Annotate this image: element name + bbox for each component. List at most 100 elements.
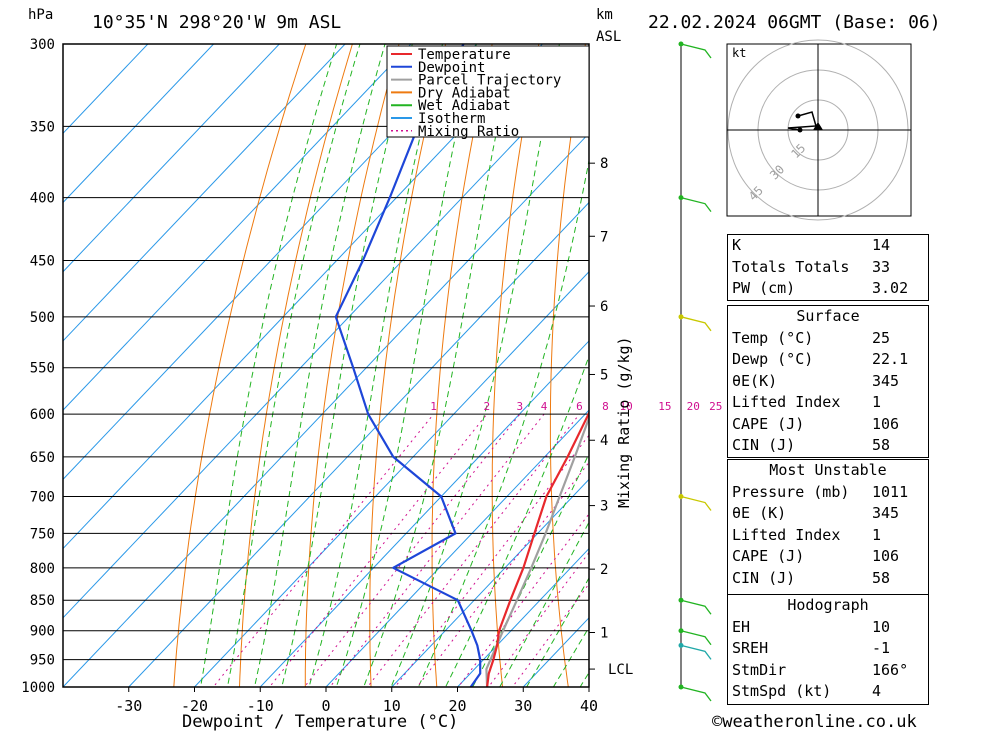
surface-table: Surface Temp (°C) 25 Dewp (°C) 22.1 θE(K) 345…: [727, 305, 929, 458]
pressure-tick-label: 950: [30, 653, 55, 669]
legend-box: [386, 45, 590, 138]
km-tick-label: 5: [600, 367, 608, 383]
mixing-ratio-label: 10: [619, 400, 632, 413]
mixing-ratio-line: [457, 513, 589, 687]
index-value: 3.02: [872, 279, 909, 297]
mixing-ratio-label: 20: [687, 400, 700, 413]
mixing-ratio-line: [416, 461, 589, 687]
hodograph-unit: kt: [732, 46, 746, 60]
index-key: θE(K): [732, 371, 778, 390]
isotherm-line: [63, 44, 280, 273]
hodograph-table: Hodograph EH 10 SREH -1 StmDir 166° StmSpd (kt…: [727, 594, 929, 705]
index-key: EH: [732, 617, 751, 636]
surface-header: Surface: [728, 306, 928, 327]
pressure-tick-label: 450: [30, 254, 55, 270]
km-tick-label: 2: [600, 562, 608, 578]
km-tick-label: 6: [600, 299, 608, 315]
dry-adiabat-line: [549, 44, 586, 687]
isotherm-line: [128, 201, 589, 687]
mixing-ratio-line: [394, 434, 589, 687]
index-key: Lifted Index: [732, 525, 841, 544]
xaxis-title: Dewpoint / Temperature (°C): [182, 712, 458, 732]
wet-adiabat-line: [417, 158, 589, 687]
pressure-tick-label: 400: [30, 191, 55, 207]
dry-adiabat-line: [431, 44, 493, 687]
index-row: θE (K) 345: [728, 503, 928, 524]
isotherm-line: [63, 44, 412, 411]
mixing-ratio-axis-title: Mixing Ratio (g/kg): [615, 336, 633, 508]
mixing-ratio-line: [303, 413, 521, 687]
index-key: StmSpd (kt): [732, 682, 832, 700]
wind-barb: [680, 316, 712, 332]
legend-label: Dry Adiabat: [418, 85, 511, 101]
wet-adiabat-line: [253, 44, 386, 687]
pressure-tick-label: 1000: [21, 680, 55, 696]
temp-tick-label: -20: [181, 697, 208, 715]
dry-adiabat-line: [369, 44, 447, 687]
background-lines: [63, 7, 1000, 713]
isotherm-line: [63, 44, 214, 204]
index-value: 1: [872, 393, 882, 411]
index-value: 58: [872, 436, 891, 454]
temp-tick-label: -10: [247, 697, 274, 715]
legend-label: Temperature: [418, 47, 511, 63]
index-value: 25: [872, 328, 891, 347]
wet-adiabat-line: [200, 44, 338, 687]
mixing-ratio-label: 3: [516, 400, 523, 413]
pressure-tick-label: 500: [30, 310, 55, 326]
pressure-tick-label: 600: [30, 407, 55, 423]
plot-frame: [62, 43, 590, 688]
mixing-ratio-label: 4: [541, 400, 548, 413]
isotherm-line: [457, 547, 589, 687]
pressure-tick-label: 650: [30, 450, 55, 466]
km-tick-label: 3: [600, 499, 608, 515]
mixing-ratio-line: [511, 583, 589, 687]
pressure-tick-label: 350: [30, 119, 55, 135]
mixing-ratio-label: 6: [576, 400, 583, 413]
temp-tick-label: 30: [514, 697, 532, 715]
wet-adiabat-line: [445, 354, 589, 687]
index-key: SREH: [732, 639, 769, 657]
pressure-tick-label: 850: [30, 593, 55, 609]
wind-barb: [680, 630, 712, 646]
hpa-unit: hPa: [28, 7, 53, 23]
storm-motion-marker: [813, 122, 823, 130]
hodograph-point: [795, 113, 801, 119]
dry-adiabat-line: [661, 7, 705, 713]
index-row: Temp (°C) 25: [728, 328, 928, 349]
datetime-title: 22.02.2024 06GMT (Base: 06): [648, 12, 941, 33]
wet-adiabat-line: [472, 452, 589, 687]
dry-adiabat-line: [304, 44, 400, 687]
wet-adiabat-line: [308, 44, 443, 687]
temperature-upper-line: [670, 44, 671, 111]
index-value: 106: [872, 414, 900, 433]
hodograph-point: [797, 127, 803, 133]
mixing-ratio-line: [329, 413, 545, 687]
mixing-ratio-line: [487, 551, 589, 687]
isotherm-line: [259, 340, 589, 687]
km-tick-label: 1: [600, 626, 608, 642]
legend-label: Isotherm: [418, 111, 485, 127]
legend-label: Parcel Trajectory: [418, 73, 561, 89]
isotherm-line: [325, 409, 589, 687]
index-row: K 14: [728, 235, 928, 256]
index-row: Lifted Index 1: [728, 392, 928, 413]
temp-tick-label: 40: [580, 697, 598, 715]
wet-adiabat-line: [390, 44, 560, 687]
index-value: 58: [872, 568, 891, 587]
lcl-label: LCL: [608, 662, 633, 678]
dry-adiabat-line: [238, 44, 353, 687]
index-row: Lifted Index 1: [728, 525, 928, 546]
temperature-line: [486, 409, 589, 687]
asl-label: ASL: [596, 29, 621, 45]
wet-adiabat-line: [226, 44, 361, 687]
index-row: Dewp (°C) 22.1: [728, 349, 928, 370]
km-tick-label: 7: [600, 229, 608, 245]
most-unstable-table: Most Unstable Pressure (mb) 1011 θE (K) 345…: [727, 459, 929, 595]
index-key: Totals Totals: [732, 257, 850, 276]
index-row: PW (cm) 3.02: [728, 278, 928, 299]
index-row: Pressure (mb) 1011: [728, 482, 928, 503]
dry-adiabat-line: [958, 7, 1000, 713]
